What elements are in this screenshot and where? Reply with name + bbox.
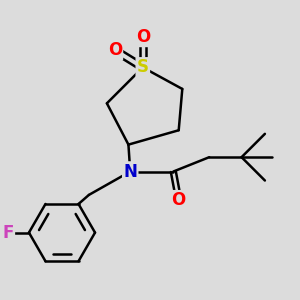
Text: S: S [137, 58, 149, 76]
Text: F: F [2, 224, 14, 242]
Text: N: N [123, 163, 137, 181]
Text: O: O [136, 28, 150, 46]
Text: O: O [172, 191, 186, 209]
Text: O: O [108, 41, 122, 59]
